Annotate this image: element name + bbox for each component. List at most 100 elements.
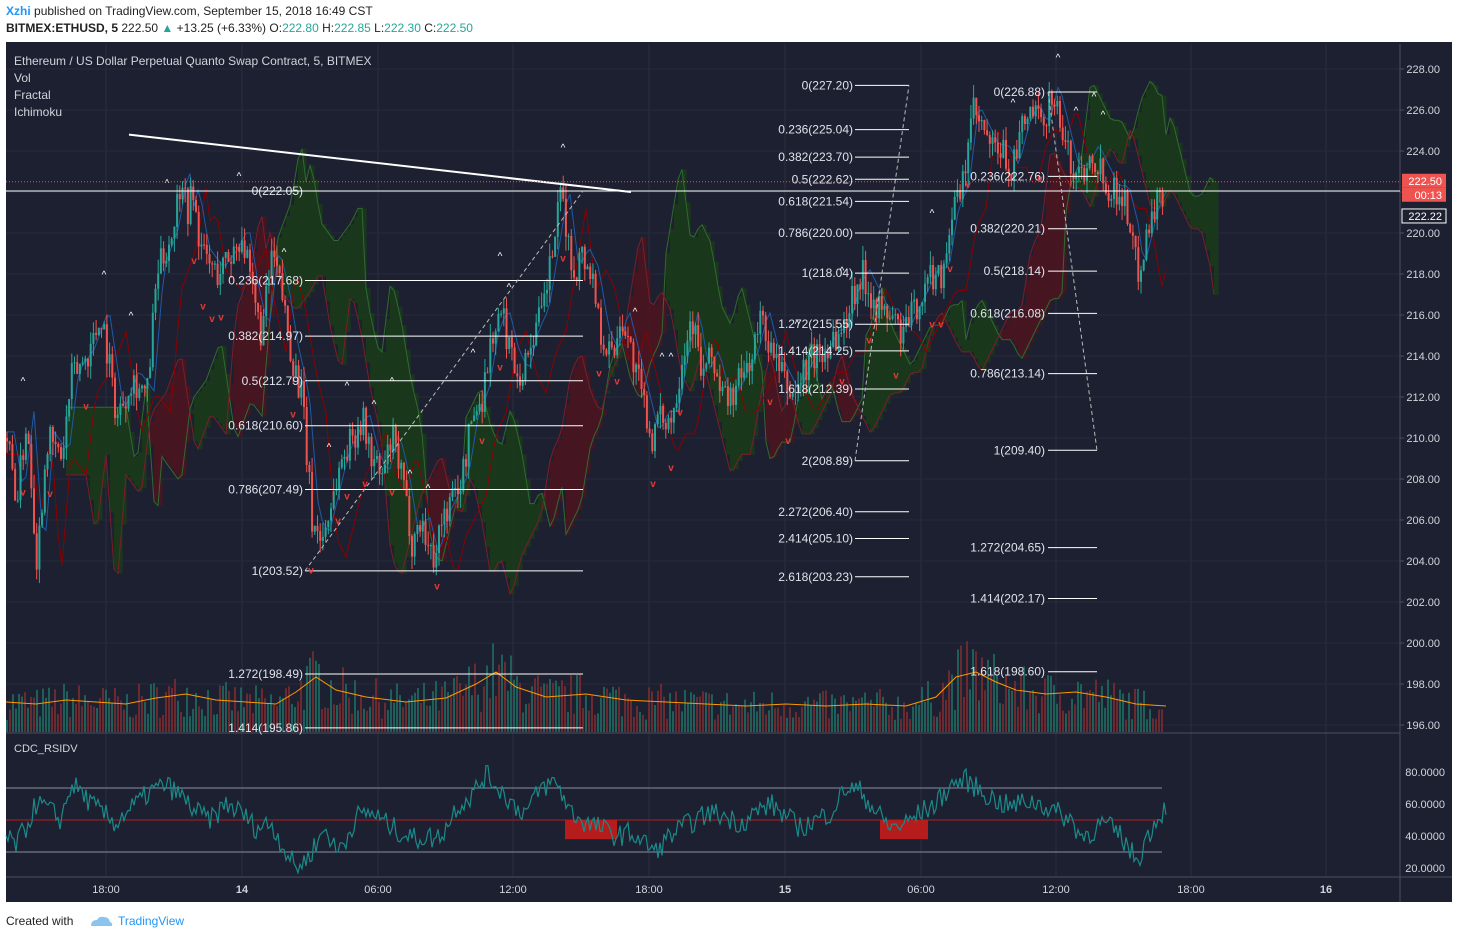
volume-bar xyxy=(1041,696,1043,732)
cloud-segment xyxy=(1170,118,1175,191)
fib-level-label: 0.382(214.97) xyxy=(228,329,303,343)
candle-body xyxy=(951,219,953,236)
volume-bar xyxy=(57,714,59,732)
candle-body xyxy=(467,423,470,467)
candle-body xyxy=(124,406,127,409)
candle-body xyxy=(378,456,381,475)
candle-body xyxy=(948,235,951,254)
candle-body xyxy=(340,459,343,468)
volume-bar xyxy=(147,713,149,732)
cloud-segment xyxy=(1194,196,1199,230)
cloud-segment xyxy=(234,335,239,429)
cloud-segment xyxy=(122,407,127,525)
indicator-ichimoku[interactable]: Ichimoku xyxy=(14,105,63,119)
fib-level-label: 1(218.04) xyxy=(802,266,853,280)
candle-body xyxy=(38,525,41,570)
cloud-segment xyxy=(714,261,719,406)
candle-body xyxy=(173,226,176,239)
volume-bar xyxy=(1137,688,1139,732)
cloud-segment xyxy=(758,353,763,412)
line-price-tag-bg xyxy=(1401,208,1447,224)
volume-bar xyxy=(231,710,233,732)
candle-body xyxy=(953,196,956,220)
candle-body xyxy=(122,403,125,407)
author-name[interactable]: Xzhi xyxy=(6,4,31,18)
resistance-trendline xyxy=(128,133,632,193)
volume-bar xyxy=(60,703,62,732)
candle-body xyxy=(659,405,662,415)
volume-bar xyxy=(873,706,875,732)
candle-body xyxy=(794,391,797,394)
candle-body xyxy=(1137,247,1140,282)
volume-bar xyxy=(1152,718,1154,732)
cloud-segment xyxy=(650,302,655,365)
volume-bar xyxy=(1005,674,1007,732)
volume-bar xyxy=(654,704,656,732)
up-arrow-icon: ▲ xyxy=(161,21,174,35)
candle-body xyxy=(664,422,667,430)
cloud-segment xyxy=(522,454,527,556)
cloud-segment xyxy=(190,409,195,414)
tradingview-link[interactable]: TradingView xyxy=(118,914,185,928)
cloud-segment xyxy=(1174,126,1179,195)
candle-body xyxy=(57,444,60,448)
candle-body xyxy=(564,198,567,237)
volume-bar xyxy=(498,664,500,732)
candle-body xyxy=(440,524,443,526)
fractal-down-marker: v xyxy=(650,479,656,490)
cloud-segment xyxy=(686,202,691,384)
candle-body xyxy=(753,334,756,360)
candle-body xyxy=(529,347,532,355)
cloud-segment xyxy=(486,407,491,548)
volume-bar xyxy=(618,686,620,732)
indicator-vol[interactable]: Vol xyxy=(14,71,31,85)
cloud-segment xyxy=(774,370,779,457)
volume-bar xyxy=(861,697,863,732)
candle-body xyxy=(311,471,314,532)
candle-body xyxy=(575,277,578,281)
rsi-indicator-label[interactable]: CDC_RSIDV xyxy=(14,743,78,755)
candle-body xyxy=(35,533,38,570)
volume-bar xyxy=(420,702,422,732)
fractal-down-marker: v xyxy=(218,312,224,323)
price-tick-label: 208.00 xyxy=(1406,474,1440,486)
volume-bar xyxy=(657,690,659,732)
volume-bar xyxy=(333,704,335,732)
candle-body xyxy=(978,115,980,122)
cloud-segment xyxy=(414,392,419,525)
candle-body xyxy=(81,362,84,364)
indicator-fractal[interactable]: Fractal xyxy=(14,88,51,102)
volume-bar xyxy=(174,678,176,732)
volume-bar xyxy=(213,714,215,732)
volume-bar xyxy=(393,702,395,732)
candle-body xyxy=(154,288,157,313)
volume-bar xyxy=(261,688,263,732)
candle-body xyxy=(257,302,260,312)
volume-bar xyxy=(534,678,536,732)
cloud-segment xyxy=(578,358,583,511)
candle-body xyxy=(540,306,543,308)
candle-body xyxy=(778,353,781,371)
cloud-segment xyxy=(410,374,415,541)
volume-bar xyxy=(840,696,842,732)
volume-bar xyxy=(480,711,482,732)
price-tick-label: 202.00 xyxy=(1406,597,1440,609)
volume-bar xyxy=(900,718,902,732)
price-change: +13.25 (+6.33%) xyxy=(176,21,267,35)
volume-bar xyxy=(207,690,209,732)
cloud-segment xyxy=(990,317,995,355)
candle-body xyxy=(402,462,405,481)
cloud-segment xyxy=(646,269,651,382)
candle-body xyxy=(813,344,816,369)
volume-bar xyxy=(357,710,359,732)
candle-body xyxy=(84,358,87,363)
volume-bar xyxy=(756,711,758,732)
time-tick-label: 18:00 xyxy=(92,884,120,896)
fib-level-label: 0.236(217.68) xyxy=(228,274,303,288)
cloud-segment xyxy=(1066,177,1071,213)
candle-body xyxy=(19,455,22,501)
price-tick-label: 200.00 xyxy=(1406,638,1440,650)
cloud-segment xyxy=(1054,153,1059,300)
volume-bar xyxy=(573,713,575,732)
